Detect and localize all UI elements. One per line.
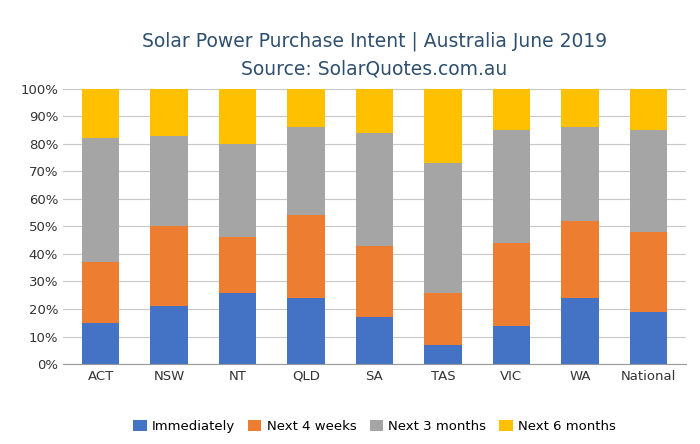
Bar <box>150 306 188 364</box>
Bar <box>561 127 598 221</box>
Bar <box>424 163 462 293</box>
Bar <box>82 139 120 262</box>
Bar <box>629 232 667 312</box>
Bar <box>150 226 188 306</box>
Bar <box>82 89 120 139</box>
Bar <box>424 89 462 163</box>
Bar <box>218 238 256 293</box>
Bar <box>218 293 256 364</box>
Bar <box>561 89 598 127</box>
Bar <box>82 323 120 364</box>
Bar <box>356 317 393 364</box>
Bar <box>150 89 188 135</box>
Title: Solar Power Purchase Intent | Australia June 2019
Source: SolarQuotes.com.au: Solar Power Purchase Intent | Australia … <box>142 32 607 79</box>
Bar <box>561 221 598 298</box>
Bar <box>629 312 667 364</box>
Bar <box>356 246 393 317</box>
Bar <box>150 135 188 226</box>
Bar <box>287 298 325 364</box>
Bar <box>561 298 598 364</box>
Bar <box>493 89 531 130</box>
Bar <box>287 215 325 298</box>
Bar <box>493 130 531 243</box>
Bar <box>82 262 120 323</box>
Bar <box>287 89 325 127</box>
Bar <box>218 89 256 144</box>
Bar <box>629 130 667 232</box>
Bar <box>424 345 462 364</box>
Bar <box>629 89 667 130</box>
Bar <box>287 127 325 215</box>
Bar <box>356 89 393 133</box>
Bar <box>356 133 393 246</box>
Legend: Immediately, Next 4 weeks, Next 3 months, Next 6 months: Immediately, Next 4 weeks, Next 3 months… <box>128 415 621 438</box>
Bar <box>424 293 462 345</box>
Bar <box>493 243 531 325</box>
Bar <box>218 144 256 238</box>
Bar <box>493 325 531 364</box>
